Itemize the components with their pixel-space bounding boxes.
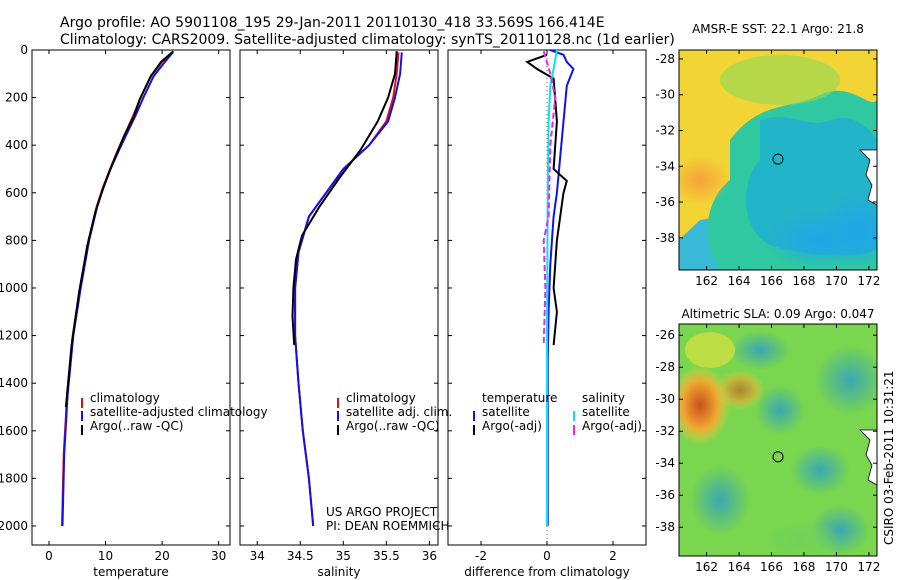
xtick-label: 0 (45, 549, 53, 563)
xtick-label: 166 (760, 274, 783, 288)
xtick-label: 168 (793, 560, 816, 574)
ytick-label: -28 (655, 52, 675, 66)
series-climatology (294, 52, 400, 527)
legend-sal-title: salinity (582, 391, 625, 405)
xtick-label: 162 (695, 560, 718, 574)
ytick-label: -30 (655, 88, 675, 102)
ytick-label: -34 (655, 456, 675, 470)
ytick-label: 1200 (0, 329, 28, 343)
salinity-legend: climatology satellite adj. clim. Argo(..… (337, 391, 452, 435)
series-argo-raw-qc- (64, 50, 175, 408)
sla-map-title: Altimetric SLA: 0.09 Argo: 0.047 (681, 307, 874, 321)
legend-temp-argo: Argo(-adj) (482, 419, 542, 433)
ytick-label: 1600 (0, 424, 28, 438)
ytick-label: 600 (5, 186, 28, 200)
title-line-1: Argo profile: AO 5901108_195 29-Jan-2011… (60, 15, 605, 31)
temperature-xlabel: temperature (93, 565, 168, 579)
legend-temp-title: temperature (482, 391, 557, 405)
legend-climatology: climatology (90, 391, 160, 405)
ytick-label: 1000 (0, 281, 28, 295)
ytick-label: -36 (655, 195, 675, 209)
project-line-1: US ARGO PROJECT (326, 505, 438, 519)
series-salinity-satellite (546, 49, 558, 526)
difference-xlabel: difference from climatology (464, 565, 630, 579)
series-argo-raw-qc- (291, 51, 398, 346)
legend-argo: Argo(..raw -QC) (90, 419, 183, 433)
sla-argo-marker (772, 451, 784, 463)
series-satellite-adj-clim- (294, 52, 403, 527)
ytick-label: -34 (655, 159, 675, 173)
xtick-label: 20 (154, 549, 169, 563)
xtick-label: 0 (543, 549, 551, 563)
xtick-label: -2 (475, 549, 487, 563)
temperature-legend: climatology satellite-adjusted climatolo… (81, 391, 268, 435)
xtick-label: 10 (98, 549, 113, 563)
xtick-label: 170 (825, 560, 848, 574)
sst-argo-marker (772, 153, 784, 165)
legend-sal-satellite: satellite adj. clim. (346, 405, 452, 419)
xtick-label: 36 (422, 549, 437, 563)
xtick-label: 172 (857, 560, 880, 574)
sla-map-axes (678, 323, 878, 557)
ytick-label: -32 (655, 424, 675, 438)
legend-salsat: satellite (582, 405, 630, 419)
xtick-label: 35.5 (373, 549, 400, 563)
project-line-2: PI: DEAN ROEMMICH (326, 519, 449, 533)
ytick-label: 2000 (0, 519, 28, 533)
side-stamp: CSIRO 03-Feb-2011 10:31:21 (882, 370, 896, 545)
legend-temp-satellite: satellite (482, 405, 530, 419)
xtick-label: 172 (857, 274, 880, 288)
title-line-2: Climatology: CARS2009. Satellite-adjuste… (60, 32, 675, 48)
xtick-label: 35 (336, 549, 351, 563)
legend-sal-argo: Argo(..raw -QC) (346, 419, 439, 433)
ytick-label: -30 (655, 392, 675, 406)
legend-satellite-adjusted: satellite-adjusted climatology (90, 405, 268, 419)
ytick-label: 200 (5, 91, 28, 105)
xtick-label: 34 (250, 549, 265, 563)
xtick-label: 30 (211, 549, 226, 563)
series-salinity-argo-adj- (542, 50, 557, 346)
ytick-label: -32 (655, 123, 675, 137)
temperature-panel: 0 10 20 30 0 200 400 600 800 1000 1200 1400 1600 1800… (0, 43, 268, 579)
xtick-label: 166 (760, 560, 783, 574)
ytick-label: 0 (20, 43, 28, 57)
salinity-axes (239, 49, 439, 546)
series-temperature-satellite (546, 49, 575, 526)
sla-map-panel: Altimetric SLA: 0.09 Argo: 0.047 162 164 1… (655, 307, 880, 574)
xtick-label: 164 (728, 274, 751, 288)
xtick-label: 164 (728, 560, 751, 574)
ytick-label: -38 (655, 520, 675, 534)
ytick-label: -36 (655, 488, 675, 502)
ytick-label: -38 (655, 231, 675, 245)
ytick-label: -26 (655, 328, 675, 342)
legend-salargo: Argo(-adj) (582, 419, 642, 433)
sst-map-axes (678, 49, 878, 271)
salinity-panel: 34 34.5 35 35.5 36 salinity climatology sate… (239, 49, 452, 579)
ytick-label: 1400 (0, 376, 28, 390)
legend-sal-climatology: climatology (346, 391, 416, 405)
xtick-label: 34.5 (287, 549, 314, 563)
ytick-label: 800 (5, 233, 28, 247)
xtick-label: 170 (825, 274, 848, 288)
difference-panel: -2 0 2 difference from climatology tempera… (447, 49, 647, 579)
sst-map-panel: AMSR-E SST: 22.1 Argo: 21.8 162 164 166 168… (655, 22, 880, 288)
xtick-label: 168 (793, 274, 816, 288)
salinity-xlabel: salinity (317, 565, 360, 579)
ytick-label: 400 (5, 138, 28, 152)
ytick-label: -28 (655, 360, 675, 374)
ytick-label: 1800 (0, 471, 28, 485)
temperature-axes (31, 49, 231, 546)
sst-map-title: AMSR-E SST: 22.1 Argo: 21.8 (692, 22, 864, 36)
difference-legend: temperature satellite Argo(-adj) salinit… (473, 391, 642, 435)
xtick-label: 162 (695, 274, 718, 288)
series-temperature-argo-adj- (525, 53, 568, 346)
series-climatology (61, 51, 173, 527)
xtick-label: 2 (609, 549, 617, 563)
